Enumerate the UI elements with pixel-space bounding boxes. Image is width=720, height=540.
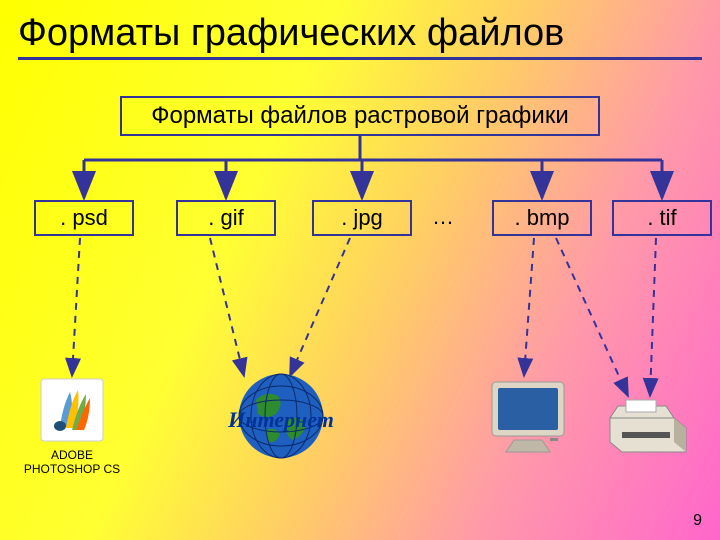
photoshop-icon <box>40 378 104 442</box>
format-box: . psd <box>34 200 134 236</box>
ellipsis: … <box>432 204 454 230</box>
format-box: . jpg <box>312 200 412 236</box>
format-box: . tif <box>612 200 712 236</box>
internet-label: Интернет <box>228 407 334 433</box>
caption-line1: ADOBE <box>51 448 93 462</box>
subtitle-text: Форматы файлов растровой графики <box>151 102 569 130</box>
printer-icon <box>602 398 694 460</box>
monitor-icon <box>486 378 570 456</box>
page-number: 9 <box>693 512 702 530</box>
title-underline <box>18 57 702 60</box>
caption-line2: PHOTOSHOP CS <box>24 462 120 476</box>
format-box: . gif <box>176 200 276 236</box>
page-title: Форматы графических файлов <box>0 0 720 57</box>
photoshop-caption: ADOBE PHOTOSHOP CS <box>14 448 130 477</box>
format-box: . bmp <box>492 200 592 236</box>
subtitle-box: Форматы файлов растровой графики <box>120 96 600 136</box>
internet-icon: Интернет <box>226 370 336 470</box>
